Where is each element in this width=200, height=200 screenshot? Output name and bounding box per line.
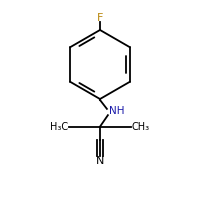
Text: F: F xyxy=(97,13,103,23)
Text: NH: NH xyxy=(109,106,124,116)
Text: N: N xyxy=(96,156,104,166)
Text: H₃C: H₃C xyxy=(50,122,68,132)
Text: CH₃: CH₃ xyxy=(132,122,150,132)
